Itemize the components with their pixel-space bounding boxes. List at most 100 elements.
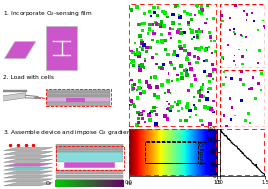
Point xyxy=(132,70,136,73)
Point xyxy=(240,35,244,38)
Point xyxy=(196,57,201,60)
Point xyxy=(178,31,183,34)
Point xyxy=(202,95,206,98)
Point xyxy=(153,11,157,14)
Point xyxy=(168,61,172,64)
Point xyxy=(211,77,215,80)
Point xyxy=(188,68,193,71)
Point xyxy=(199,5,204,8)
Point xyxy=(249,87,254,90)
Point xyxy=(136,117,141,120)
Point xyxy=(131,88,135,91)
Point xyxy=(185,105,189,108)
Point xyxy=(194,113,198,116)
Point xyxy=(151,23,155,26)
Point xyxy=(161,41,165,44)
Point xyxy=(150,110,154,113)
Point xyxy=(250,11,254,14)
Point xyxy=(154,52,159,55)
Point xyxy=(210,52,214,55)
Point xyxy=(200,123,205,126)
Point xyxy=(252,19,256,22)
Bar xyxy=(57,146,123,149)
Point xyxy=(199,94,203,98)
Point xyxy=(163,11,167,14)
Point xyxy=(245,13,249,16)
Point xyxy=(130,84,134,87)
Point xyxy=(186,23,190,26)
Point xyxy=(136,65,141,68)
Bar xyxy=(57,179,123,183)
Point xyxy=(203,49,207,52)
Point xyxy=(131,87,136,90)
Point xyxy=(185,12,189,15)
Bar xyxy=(57,149,123,152)
Point xyxy=(129,100,134,103)
Bar xyxy=(56,146,124,170)
Point xyxy=(259,89,263,92)
Point xyxy=(192,74,196,77)
Point xyxy=(207,80,212,83)
Polygon shape xyxy=(4,42,36,59)
Point xyxy=(148,119,152,122)
Point xyxy=(159,20,164,23)
Point xyxy=(171,110,176,113)
Point xyxy=(142,12,146,15)
Point xyxy=(168,9,172,12)
Point xyxy=(176,4,180,7)
Point xyxy=(182,69,186,72)
Point xyxy=(198,30,202,33)
Point xyxy=(260,72,264,75)
Point xyxy=(142,43,146,46)
Point xyxy=(246,112,250,115)
Point xyxy=(183,49,187,52)
Point xyxy=(143,120,147,123)
Point xyxy=(178,119,183,122)
Point xyxy=(132,66,136,69)
Point xyxy=(165,100,169,103)
Point xyxy=(185,55,189,58)
Point xyxy=(207,31,212,34)
Point xyxy=(228,28,232,31)
Point xyxy=(189,84,194,87)
Bar xyxy=(220,129,265,176)
Point xyxy=(178,40,182,43)
Bar xyxy=(47,92,110,95)
Point xyxy=(144,45,148,48)
Point xyxy=(237,48,241,51)
Point xyxy=(247,88,251,91)
Point xyxy=(161,10,165,13)
Point xyxy=(149,76,153,79)
Point xyxy=(211,84,216,87)
Point xyxy=(148,86,152,89)
Point xyxy=(160,67,164,70)
Point xyxy=(168,91,173,94)
Bar xyxy=(47,97,110,102)
Polygon shape xyxy=(4,155,53,158)
Point xyxy=(179,47,183,50)
Text: 1. Incorporate O$_2$-sensing film: 1. Incorporate O$_2$-sensing film xyxy=(3,9,92,18)
Point xyxy=(140,65,144,68)
Point xyxy=(212,68,216,71)
Point xyxy=(201,80,206,83)
Point xyxy=(195,36,200,39)
Point xyxy=(232,54,237,57)
Point xyxy=(211,111,216,114)
Point xyxy=(199,88,203,91)
Point xyxy=(228,17,232,20)
Point xyxy=(229,118,233,121)
Point xyxy=(154,62,159,65)
Point xyxy=(248,122,252,125)
Point xyxy=(139,92,143,95)
Point xyxy=(195,4,199,7)
Point xyxy=(164,39,168,42)
Text: N$_2$: N$_2$ xyxy=(126,179,133,188)
Polygon shape xyxy=(4,167,53,170)
Point xyxy=(254,97,258,100)
Point xyxy=(132,102,136,105)
Point xyxy=(147,84,151,88)
Polygon shape xyxy=(4,179,53,182)
Point xyxy=(183,45,187,48)
Point xyxy=(152,6,156,9)
Point xyxy=(194,47,198,50)
